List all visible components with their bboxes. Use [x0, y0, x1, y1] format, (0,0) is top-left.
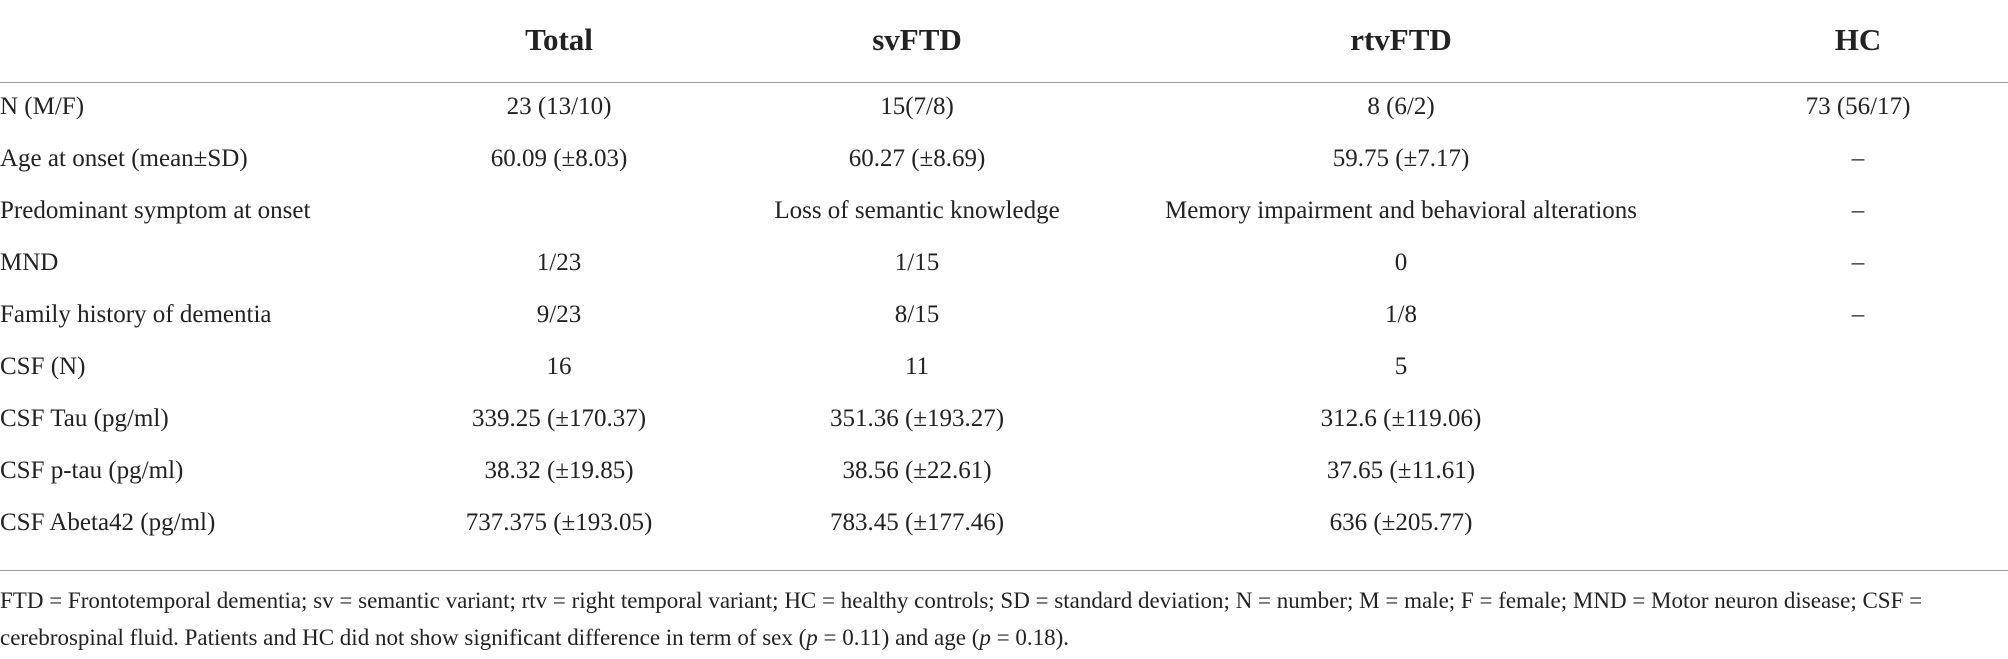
column-header: Total	[525, 22, 593, 57]
cell-value: 339.25 (±170.37)	[471, 405, 647, 432]
footnote-part: p	[979, 625, 991, 650]
footnote-part: = 0.11) and age (	[817, 625, 980, 650]
header-rule	[0, 82, 2008, 83]
footnote-part: = 0.18).	[990, 625, 1069, 650]
cell-value: 23 (13/10)	[506, 93, 612, 120]
column-header: HC	[1834, 22, 1882, 57]
cell-value: 351.36 (±193.27)	[829, 405, 1005, 432]
cell-value: 60.09 (±8.03)	[490, 145, 628, 172]
row-label: CSF (N)	[0, 353, 86, 380]
cell-value: 1/23	[536, 249, 582, 276]
column-header: svFTD	[872, 22, 962, 57]
cell-value: –	[1851, 145, 1865, 172]
cell-value: 9/23	[536, 301, 582, 328]
row-label: CSF p-tau (pg/ml)	[0, 457, 184, 484]
row-label: N (M/F)	[0, 93, 85, 120]
row-label: Family history of dementia	[0, 301, 272, 328]
footnote: FTD = Frontotemporal dementia; sv = sema…	[0, 582, 1990, 656]
cell-value: 73 (56/17)	[1805, 93, 1911, 120]
footnote-part: FTD = Frontotemporal dementia; sv = sema…	[0, 588, 1923, 650]
cell-value: 1/15	[894, 249, 940, 276]
cell-value: Memory impairment and behavioral alterat…	[1164, 197, 1638, 224]
cell-value: 0	[1394, 249, 1408, 276]
cell-value: 5	[1394, 353, 1408, 380]
cell-value: 38.56 (±22.61)	[842, 457, 992, 484]
column-header: rtvFTD	[1350, 22, 1452, 57]
cell-value: 8/15	[894, 301, 940, 328]
cell-value: 11	[904, 353, 930, 380]
cell-value: 312.6 (±119.06)	[1320, 405, 1482, 432]
row-label: Predominant symptom at onset	[0, 197, 311, 224]
cell-value: –	[1851, 197, 1865, 224]
cell-value: 783.45 (±177.46)	[829, 509, 1005, 536]
cell-value: 16	[546, 353, 572, 380]
cell-value: 59.75 (±7.17)	[1332, 145, 1470, 172]
cell-value: 60.27 (±8.69)	[848, 145, 986, 172]
cell-value: 737.375 (±193.05)	[465, 509, 653, 536]
cell-value: Loss of semantic knowledge	[774, 197, 1060, 224]
cell-value: 8 (6/2)	[1367, 93, 1435, 120]
cell-value: –	[1851, 301, 1865, 328]
row-label: MND	[0, 249, 59, 276]
row-label: CSF Abeta42 (pg/ml)	[0, 509, 216, 536]
row-label: CSF Tau (pg/ml)	[0, 405, 169, 432]
cell-value: 38.32 (±19.85)	[484, 457, 634, 484]
row-label: Age at onset (mean±SD)	[0, 145, 248, 172]
bottom-rule	[0, 570, 2008, 571]
cell-value: –	[1851, 249, 1865, 276]
cell-value: 1/8	[1385, 301, 1417, 328]
footnote-part: p	[806, 625, 818, 650]
cell-value: 15(7/8)	[880, 93, 954, 120]
cell-value: 37.65 (±11.61)	[1326, 457, 1476, 484]
cell-value: 636 (±205.77)	[1329, 509, 1473, 536]
